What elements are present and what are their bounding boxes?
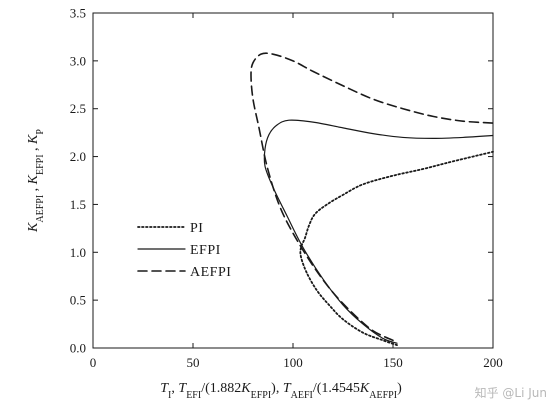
series-line-pi: [299, 150, 494, 347]
y-axis-label: KAEFPI , KEFPI , KP: [26, 129, 46, 233]
x-tick-label: 0: [90, 355, 97, 370]
x-tick-label: 150: [383, 355, 403, 370]
x-tick-label: 100: [283, 355, 303, 370]
y-tick-label: 2.5: [70, 101, 86, 116]
watermark: 知乎 @Li Jun: [474, 386, 547, 400]
y-tick-label: 1.5: [70, 197, 86, 212]
series-line-efpi: [263, 119, 494, 344]
x-axis-label: TI, TEFI/(1.882KEFPI), TAEFI/(1.4545KAEF…: [160, 381, 402, 401]
series-line-aefpi: [250, 52, 494, 342]
y-tick-label: 3.5: [70, 6, 86, 21]
y-tick-label: 2.0: [70, 149, 86, 164]
y-tick-label: 0.5: [70, 293, 86, 308]
legend-label-pi: PI: [190, 221, 203, 236]
y-tick-label: 3.0: [70, 53, 86, 68]
y-tick-label: 0.0: [70, 341, 86, 356]
plot-frame: [92, 12, 494, 349]
y-tick-label: 1.0: [70, 245, 86, 260]
legend-label-efpi: EFPI: [190, 243, 221, 258]
x-tick-label: 200: [483, 355, 503, 370]
legend-label-aefpi: AEFPI: [190, 265, 231, 280]
x-tick-label: 50: [187, 355, 200, 370]
